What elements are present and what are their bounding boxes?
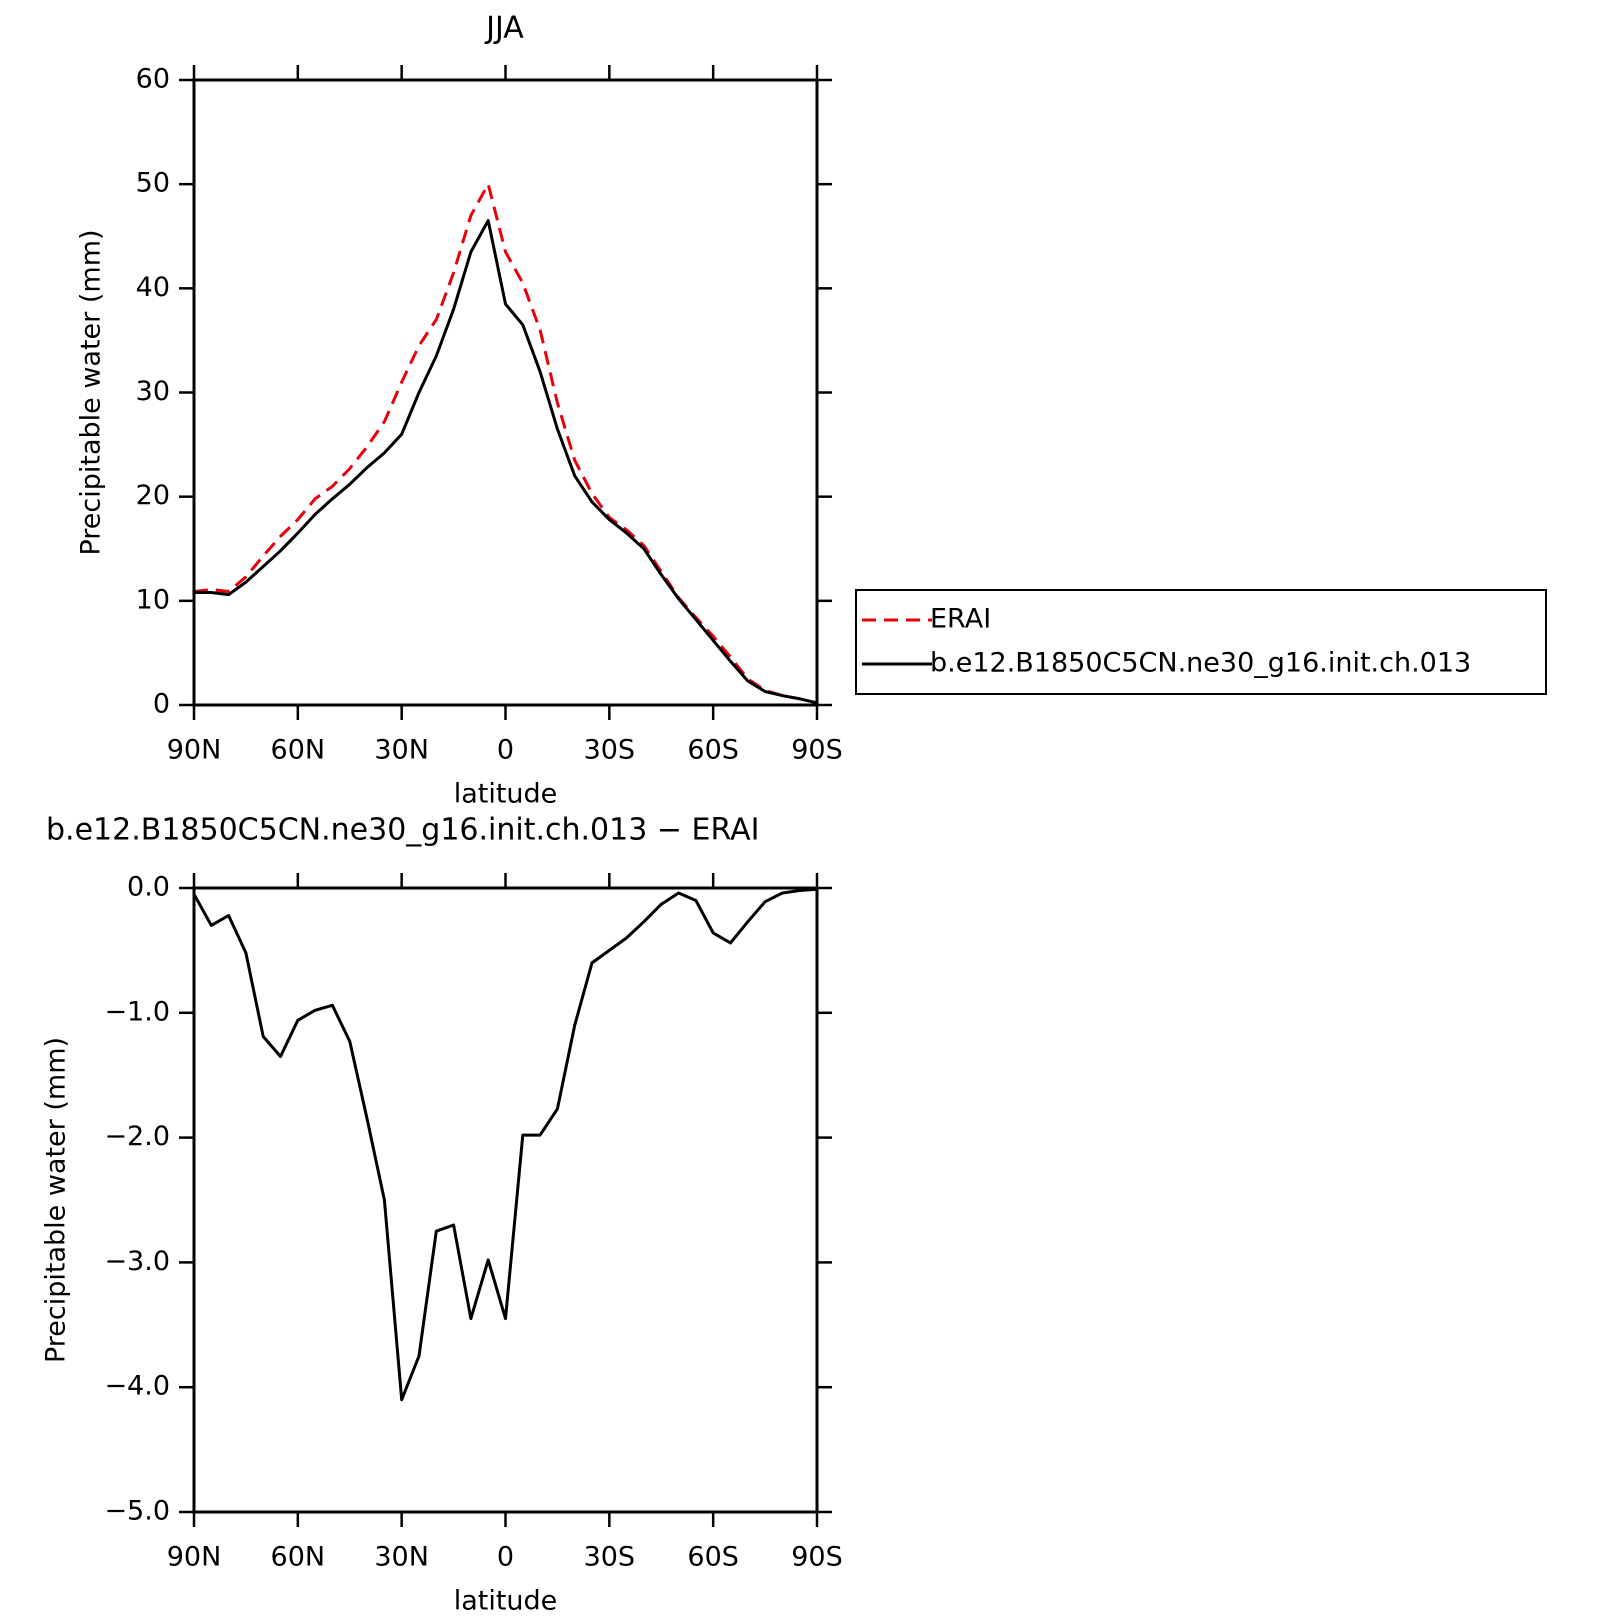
plot-frame — [192, 886, 819, 1514]
x-axis-label: latitude — [454, 779, 558, 810]
y-tick-label: 50 — [136, 168, 170, 199]
legend-box — [855, 589, 1547, 695]
x-tick-label: 90N — [167, 1542, 222, 1573]
y-tick-label: 20 — [136, 480, 170, 511]
x-tick-label: 60N — [271, 735, 326, 766]
plot-frame — [192, 78, 819, 707]
x-tick-label: 60S — [687, 735, 739, 766]
y-tick-label: −5.0 — [104, 1496, 170, 1527]
x-tick-label: 60N — [271, 1542, 326, 1573]
y-tick-label: 30 — [136, 376, 170, 407]
y-tick-label: 10 — [136, 584, 170, 615]
x-tick-label: 30S — [584, 735, 636, 766]
y-tick-label: 40 — [136, 272, 170, 303]
x-tick-label: 90N — [167, 735, 222, 766]
y-tick-label: −2.0 — [104, 1121, 170, 1152]
data-line — [193, 182, 818, 705]
x-axis-label: latitude — [454, 1586, 558, 1617]
y-axis-label: Precipitable water (mm) — [76, 229, 107, 555]
x-tick-label: 90S — [791, 1542, 843, 1573]
legend-label: b.e12.B1850C5CN.ne30_g16.init.ch.013 — [930, 648, 1471, 679]
y-tick-label: −1.0 — [104, 996, 170, 1027]
data-line — [192, 887, 818, 1402]
x-tick-label: 0 — [497, 1542, 514, 1573]
y-axis-label: Precipitable water (mm) — [41, 1037, 72, 1363]
y-tick-label: 0 — [153, 689, 170, 720]
y-tick-label: −3.0 — [104, 1246, 170, 1277]
chart-title: b.e12.B1850C5CN.ne30_g16.init.ch.013 − E… — [46, 813, 759, 848]
y-tick-label: 0.0 — [127, 872, 170, 903]
x-tick-label: 0 — [497, 735, 514, 766]
x-tick-label: 60S — [687, 1542, 739, 1573]
x-tick-label: 30S — [584, 1542, 636, 1573]
legend-label: ERAI — [930, 604, 991, 635]
data-line — [194, 219, 818, 705]
y-tick-label: 60 — [136, 64, 170, 95]
x-tick-label: 90S — [791, 735, 843, 766]
chart-title: JJA — [484, 11, 524, 46]
x-tick-label: 30N — [374, 1542, 429, 1573]
y-tick-label: −4.0 — [104, 1371, 170, 1402]
x-tick-label: 30N — [374, 735, 429, 766]
